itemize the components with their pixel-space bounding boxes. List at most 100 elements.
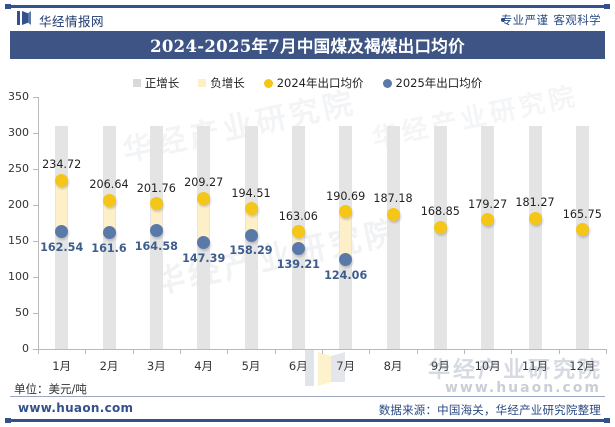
page-footer: www.huaon.com 数据来源：中国海关，华经产业研究院整理	[0, 398, 615, 420]
data-label-2025: 147.39	[182, 251, 226, 265]
legend-item[interactable]: 2024年出口均价	[263, 75, 364, 91]
y-axis-tick-mark	[33, 205, 38, 206]
legend-item[interactable]: 正增长	[132, 75, 180, 91]
background-column	[481, 125, 495, 349]
data-point-2024[interactable]	[339, 205, 353, 219]
legend-label: 负增长	[210, 76, 245, 90]
background-column	[528, 125, 542, 349]
x-axis-tick-mark	[558, 349, 560, 354]
brand-name: 华经情报网	[39, 14, 105, 29]
data-point-2024[interactable]	[528, 211, 542, 225]
data-label-2024: 206.64	[89, 178, 129, 192]
y-axis-tick-label: 150	[8, 234, 29, 247]
data-label-2024: 234.72	[42, 158, 82, 171]
footer-divider	[10, 396, 605, 397]
y-axis-tick-label: 200	[8, 198, 29, 211]
x-axis-tick-mark	[132, 349, 134, 354]
brand: 华经情报网	[17, 11, 104, 30]
data-point-2024[interactable]	[481, 213, 495, 227]
x-axis-tick-mark	[369, 349, 371, 354]
background-column	[575, 125, 589, 349]
footer-site-link[interactable]: www.huaon.com	[18, 401, 134, 415]
x-axis-tick-label: 2月	[99, 359, 119, 373]
data-point-2025[interactable]	[55, 225, 69, 239]
unit-note: 单位：美元/吨	[14, 382, 87, 396]
background-column	[386, 125, 400, 349]
data-point-2024[interactable]	[291, 225, 305, 239]
x-axis-tick-mark	[464, 349, 465, 354]
y-axis-tick-mark	[33, 169, 38, 170]
data-label-2025: 164.58	[134, 239, 178, 253]
growth-range-bar	[245, 208, 257, 236]
data-point-2025[interactable]	[197, 236, 211, 250]
open-book-icon	[17, 11, 32, 30]
legend-label: 正增长	[144, 76, 180, 90]
data-point-2024[interactable]	[102, 193, 116, 207]
legend-marker-circle-icon	[382, 78, 392, 88]
title-band: 2024-2025年7月中国煤及褐煤出口均价	[10, 31, 605, 59]
data-label-2024: 165.75	[562, 207, 602, 221]
tagline-separator-dot	[500, 18, 505, 22]
x-axis-tick-label: 9月	[430, 359, 450, 373]
x-axis-tick-label: 4月	[194, 359, 214, 373]
legend-label: 2025年出口均价	[395, 76, 483, 90]
x-axis-tick-label: 1月	[52, 359, 72, 373]
data-point-2024[interactable]	[433, 220, 447, 234]
y-axis-tick-mark	[33, 349, 38, 350]
x-axis-tick-label: 3月	[146, 359, 166, 373]
legend-item[interactable]: 2025年出口均价	[382, 75, 483, 91]
data-point-2025[interactable]	[339, 253, 353, 267]
data-point-2024[interactable]	[244, 202, 258, 216]
data-label-2024: 187.18	[373, 192, 413, 206]
chart-plot-area: 华经产业研究院 华经产业研究院 华经产业研究院 0 50 100 150 200 250 3…	[0, 81, 615, 373]
x-axis-tick-mark	[38, 349, 39, 354]
footer-source: 数据来源：中国海关，华经产业研究院整理	[378, 403, 601, 417]
background-column	[149, 125, 163, 349]
y-axis-tick-mark	[33, 133, 38, 134]
tagline-right: 客观科学	[553, 13, 601, 27]
data-label-2024: 201.76	[136, 181, 176, 195]
data-point-2024[interactable]	[197, 191, 211, 205]
legend-marker-square-icon	[198, 79, 207, 87]
x-axis-tick-label: 11月	[521, 359, 549, 373]
x-axis-tick-mark	[322, 349, 323, 354]
x-axis-tick-mark	[180, 349, 181, 354]
y-axis-tick-label: 0	[22, 342, 29, 355]
data-label-2025: 158.29	[229, 244, 273, 258]
page-header: 华经情报网 专业严谨 客观科学	[0, 9, 615, 31]
data-label-2024: 209.27	[184, 176, 224, 190]
y-axis-tick-label: 250	[8, 162, 29, 175]
data-point-2024[interactable]	[149, 197, 163, 211]
top-divider	[5, 4, 610, 9]
y-axis-line	[38, 97, 39, 350]
data-point-2025[interactable]	[102, 226, 116, 240]
x-axis-tick-mark	[606, 349, 607, 354]
x-axis-tick-label: 10月	[474, 359, 501, 373]
x-axis-tick-mark	[416, 349, 418, 354]
data-label-2025: 161.6	[91, 241, 127, 255]
data-point-2025[interactable]	[149, 224, 163, 237]
legend-item[interactable]: 负增长	[198, 75, 245, 91]
data-point-2024[interactable]	[55, 173, 69, 187]
y-axis-tick-label: 350	[8, 90, 29, 103]
data-point-2024[interactable]	[386, 207, 400, 221]
growth-range-bar	[103, 200, 115, 233]
data-point-2025[interactable]	[291, 242, 305, 256]
data-point-2024[interactable]	[575, 223, 589, 237]
watermark-url: www.huaon.com	[444, 380, 601, 396]
data-label-2024: 190.69	[326, 189, 366, 203]
legend-marker-square-icon	[132, 79, 141, 87]
chart-legend: 正增长 负增长 2024年出口均价 2025年出口均价	[0, 74, 615, 92]
y-axis-tick-label: 300	[8, 126, 29, 139]
data-label-2024: 179.27	[468, 197, 508, 211]
page-title: 2024-2025年7月中国煤及褐煤出口均价	[150, 37, 465, 56]
bottom-divider	[5, 418, 610, 423]
data-label-2024: 163.06	[278, 209, 318, 223]
x-axis-tick-mark	[227, 349, 229, 354]
growth-range-bar	[150, 203, 162, 231]
y-axis-tick-mark	[33, 313, 38, 314]
data-point-2025[interactable]	[244, 228, 258, 242]
tagline-left: 专业严谨	[500, 13, 549, 27]
y-axis-tick-label: 100	[8, 270, 29, 283]
